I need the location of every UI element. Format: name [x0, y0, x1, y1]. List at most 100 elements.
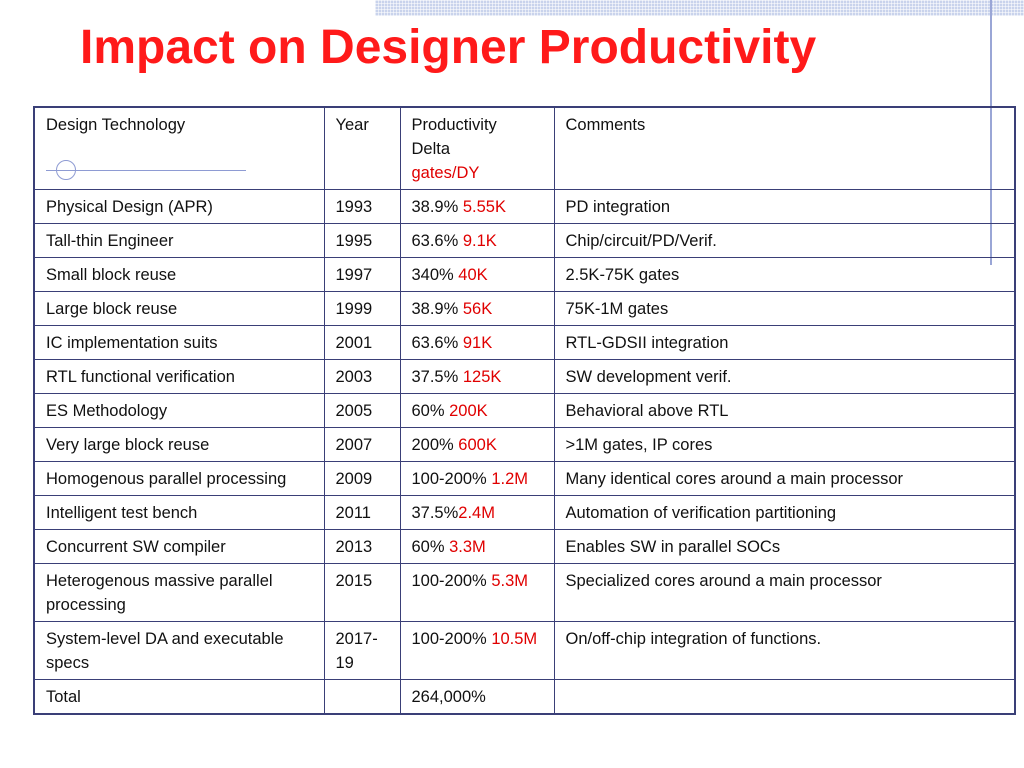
year-text: 2005: [335, 402, 373, 420]
year-text: 2017-19: [335, 630, 378, 672]
cell-design-technology: Homogenous parallel processing: [33, 461, 325, 496]
cell-design-technology: RTL functional verification: [33, 359, 325, 394]
cell-design-technology: IC implementation suits: [33, 325, 325, 360]
cell-design-technology: Small block reuse: [33, 257, 325, 292]
table-row: ES Methodology 2005 60% 200K Behavioral abo…: [33, 393, 1016, 428]
cell-design-technology: Large block reuse: [33, 291, 325, 326]
cell-comments: >1M gates, IP cores: [553, 427, 1016, 462]
table-row: Heterogenous massive parallel processing…: [33, 563, 1016, 622]
delta-gates: 600K: [458, 436, 497, 454]
delta-percent: 60%: [411, 538, 450, 556]
comments-text: Enables SW in parallel SOCs: [565, 538, 781, 556]
cell-design-technology: Physical Design (APR): [33, 189, 325, 224]
delta-percent: 340%: [411, 266, 459, 284]
cell-productivity-delta: 38.9% 56K: [399, 291, 555, 326]
productivity-table: Design Technology Year Productivity Delt…: [33, 106, 1016, 715]
delta-percent: 100-200%: [411, 470, 492, 488]
table-row: IC implementation suits 2001 63.6% 91K RTL-…: [33, 325, 1016, 360]
delta-percent: 100-200%: [411, 630, 492, 648]
technology-text: Very large block reuse: [46, 436, 210, 454]
comments-text: SW development verif.: [565, 368, 732, 386]
header-productivity-delta: Productivity Delta gates/DY: [399, 106, 555, 190]
table-row: System-level DA and executable specs 2017…: [33, 621, 1016, 680]
decorative-horizontal-line: [46, 170, 246, 171]
cell-year: 1993: [323, 189, 401, 224]
delta-percent: 63.6%: [411, 334, 463, 352]
cell-productivity-delta: 38.9% 5.55K: [399, 189, 555, 224]
cell-productivity-delta: 37.5% 125K: [399, 359, 555, 394]
cell-productivity-delta: 200% 600K: [399, 427, 555, 462]
table-row: Very large block reuse 2007 200% 600K >1M g…: [33, 427, 1016, 462]
technology-text: Tall-thin Engineer: [46, 232, 174, 250]
delta-percent: 37.5%: [411, 504, 459, 522]
delta-percent: 200%: [411, 436, 459, 454]
cell-productivity-delta: 60% 3.3M: [399, 529, 555, 564]
cell-design-technology: Heterogenous massive parallel processing: [33, 563, 325, 622]
table-row: Tall-thin Engineer 1995 63.6% 9.1K Chip/cir…: [33, 223, 1016, 258]
cell-productivity-delta: 340% 40K: [399, 257, 555, 292]
technology-text: ES Methodology: [46, 402, 168, 420]
cell-comments: PD integration: [553, 189, 1016, 224]
table-row: Large block reuse 1999 38.9% 56K 75K-1M gat…: [33, 291, 1016, 326]
year-text: 1993: [335, 198, 373, 216]
table-header-row: Design Technology Year Productivity Delt…: [33, 106, 1016, 190]
cell-comments: Automation of verification partitioning: [553, 495, 1016, 530]
delta-gates: 2.4M: [458, 504, 495, 522]
cell-year: 2007: [323, 427, 401, 462]
year-text: 2007: [335, 436, 373, 454]
year-text: 1997: [335, 266, 373, 284]
productivity-table-container: Design Technology Year Productivity Delt…: [33, 106, 1016, 715]
delta-percent: 38.9%: [411, 300, 463, 318]
technology-text: RTL functional verification: [46, 368, 235, 386]
total-label-text: Total: [46, 688, 81, 706]
cell-year: 2009: [323, 461, 401, 496]
year-text: 1999: [335, 300, 373, 318]
comments-text: RTL-GDSII integration: [565, 334, 729, 352]
decorative-circle: [56, 160, 76, 180]
comments-text: Automation of verification partitioning: [565, 504, 837, 522]
table-row: RTL functional verification 2003 37.5% 125…: [33, 359, 1016, 394]
technology-text: Large block reuse: [46, 300, 178, 318]
delta-gates: 40K: [458, 266, 488, 284]
table-row: Small block reuse 1997 340% 40K 2.5K-75K ga…: [33, 257, 1016, 292]
delta-gates: 200K: [449, 402, 488, 420]
technology-text: IC implementation suits: [46, 334, 218, 352]
header-productivity-unit: gates/DY: [411, 164, 480, 182]
delta-gates: 1.2M: [491, 470, 528, 488]
header-productivity-line2: Delta: [411, 140, 451, 158]
header-design-technology: Design Technology: [33, 106, 325, 190]
cell-design-technology: Tall-thin Engineer: [33, 223, 325, 258]
delta-gates: 91K: [462, 334, 493, 352]
cell-year: 2013: [323, 529, 401, 564]
cell-comments: 2.5K-75K gates: [553, 257, 1016, 292]
year-text: 2009: [335, 470, 373, 488]
cell-year: 1997: [323, 257, 401, 292]
comments-text: Behavioral above RTL: [565, 402, 729, 420]
cell-productivity-delta: 63.6% 9.1K: [399, 223, 555, 258]
cell-comments: Enables SW in parallel SOCs: [553, 529, 1016, 564]
cell-comments: RTL-GDSII integration: [553, 325, 1016, 360]
decorative-stripe-band: [375, 0, 1024, 16]
year-text: 2015: [335, 572, 373, 590]
delta-percent: 37.5%: [411, 368, 463, 386]
delta-gates: 5.3M: [491, 572, 528, 590]
cell-year: 2011: [323, 495, 401, 530]
delta-gates: 5.55K: [462, 198, 506, 216]
technology-text: Concurrent SW compiler: [46, 538, 226, 556]
cell-productivity-delta: 100-200% 5.3M: [399, 563, 555, 622]
cell-comments: Many identical cores around a main proce…: [553, 461, 1016, 496]
cell-comments: SW development verif.: [553, 359, 1016, 394]
cell-year: 1999: [323, 291, 401, 326]
comments-text: 2.5K-75K gates: [565, 266, 680, 284]
cell-year: 2003: [323, 359, 401, 394]
header-productivity-line1: Productivity: [411, 116, 497, 134]
year-text: 2011: [335, 504, 371, 522]
cell-productivity-delta: 60% 200K: [399, 393, 555, 428]
comments-text: On/off-chip integration of functions.: [565, 630, 822, 648]
technology-text: Small block reuse: [46, 266, 177, 284]
delta-percent: 100-200%: [411, 572, 492, 590]
delta-percent: 63.6%: [411, 232, 463, 250]
cell-year: 2001: [323, 325, 401, 360]
comments-text: Many identical cores around a main proce…: [565, 470, 904, 488]
cell-year: 2015: [323, 563, 401, 622]
